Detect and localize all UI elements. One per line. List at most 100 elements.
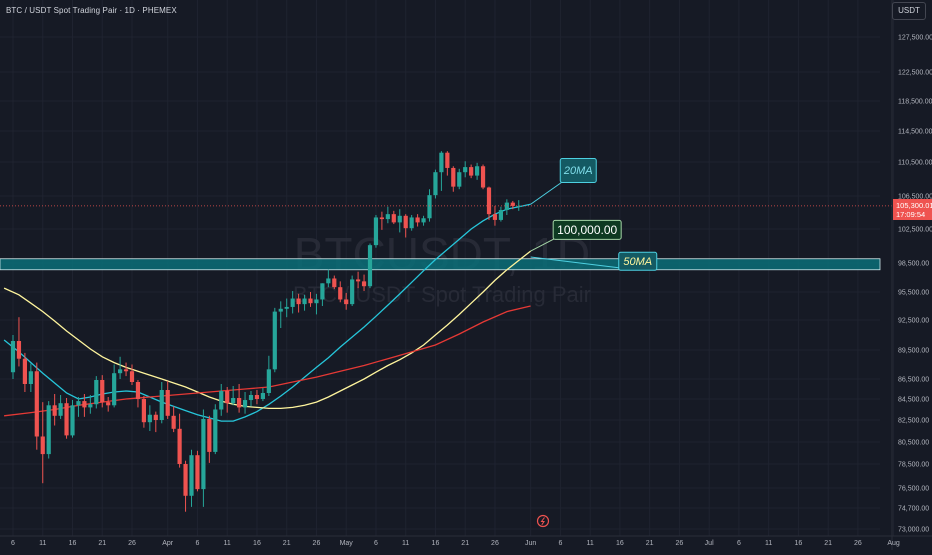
candle-body [480, 166, 486, 188]
candle-down [486, 186, 492, 220]
candle-body [153, 414, 158, 420]
candle-down [16, 317, 22, 367]
candle-body [314, 299, 319, 304]
candle-body [266, 369, 271, 393]
candle-up [433, 169, 438, 199]
candle-down [344, 292, 349, 310]
candle-body [427, 195, 432, 219]
candle-down [82, 394, 87, 417]
candle-down [403, 214, 408, 238]
candle-body [284, 306, 289, 309]
candle-body [254, 395, 260, 399]
candle-body [46, 405, 51, 455]
candle-body [165, 390, 170, 416]
price-tick-label: 122,500.00 [898, 70, 932, 77]
annotation-ma50: 50MA [530, 251, 658, 271]
price-tick-label: 102,500.00 [898, 227, 932, 234]
candle-down [171, 406, 176, 433]
candle-body [10, 341, 16, 373]
candle-up [284, 298, 289, 318]
candle-down [22, 352, 27, 392]
price-axis[interactable]: 127,500.00 122,500.00 118,500.00 114,500.00… [891, 0, 932, 550]
candle-body [195, 455, 200, 490]
candle-body [34, 371, 39, 437]
time-tick-label: 11 [224, 540, 231, 547]
candle-up [58, 395, 63, 419]
candle-body [296, 298, 301, 305]
candle-body [373, 217, 379, 246]
time-tick-label: 16 [432, 540, 440, 547]
candle-body [415, 217, 420, 223]
candle-up [498, 206, 503, 222]
annotation-pointer [530, 180, 565, 205]
time-tick-label: 26 [491, 540, 499, 547]
candle-body [100, 380, 105, 403]
candle-body [135, 382, 141, 399]
price-badge: 105,300.01 17:09:54 [893, 199, 932, 220]
candle-down [254, 390, 260, 405]
ma50-line [3, 250, 532, 410]
time-tick-label: 6 [374, 540, 378, 547]
candle-body [64, 403, 69, 436]
price-tick-label: 76,500.00 [898, 486, 929, 493]
time-tick-label: 26 [313, 540, 321, 547]
candle-up [385, 206, 390, 224]
candle-up [427, 189, 432, 222]
annotations: 20MA 100,000.00 50MA [530, 158, 658, 271]
candle-up [272, 307, 277, 373]
candle-body [58, 403, 63, 416]
price-tick-label: 80,500.00 [898, 440, 929, 447]
candle-down [135, 380, 141, 408]
candle-down [153, 411, 158, 433]
price-tick-label: 114,500.00 [898, 129, 932, 136]
candle-up [516, 200, 521, 211]
currency-button[interactable]: USDT [892, 2, 926, 20]
candle-down [480, 164, 486, 190]
time-tick-label: Aug [887, 540, 900, 547]
price-badge-countdown: 17:09:54 [896, 210, 925, 219]
time-tick-label: 6 [195, 540, 199, 547]
candle-down [308, 292, 313, 307]
annotation-box [559, 158, 597, 183]
candle-up [260, 388, 265, 402]
candle-body [403, 215, 408, 229]
candle-body [147, 414, 152, 423]
candle-down [207, 415, 212, 463]
time-tick-label: 16 [253, 540, 261, 547]
time-tick-label: 21 [283, 540, 291, 547]
price-tick-label: 74,700.00 [898, 506, 929, 513]
news-icon[interactable] [536, 514, 550, 528]
candle-body [504, 202, 509, 211]
candle-up [88, 395, 93, 414]
candle-body [421, 218, 426, 223]
candle-down [40, 402, 45, 484]
candle-body [367, 245, 373, 287]
time-tick-label: Jul [705, 540, 714, 547]
time-axis[interactable]: 6 11 16 21 26 Apr 6 11 16 21 26 May 6 11 16 21 26 Jun 6 11 1… [0, 535, 932, 547]
candle-up [201, 409, 206, 507]
time-tick-label: 21 [646, 540, 654, 547]
candle-up [159, 382, 164, 424]
price-tick-label: 84,500.00 [898, 397, 929, 404]
candle-up [189, 449, 194, 507]
annotation-box [552, 219, 622, 240]
candle-down [123, 362, 129, 377]
candle-body [332, 278, 337, 288]
candle-body [88, 404, 93, 408]
candle-up [314, 293, 319, 315]
candle-down [415, 214, 420, 227]
candle-down [445, 151, 450, 176]
candle-body [171, 415, 176, 429]
price-tick-label: 73,000.00 [898, 527, 929, 534]
candle-down [52, 394, 57, 426]
candle-up [290, 291, 295, 314]
zone-rect [0, 258, 881, 271]
time-tick-label: 6 [558, 540, 562, 547]
candle-down [165, 381, 170, 419]
candle-body [272, 311, 277, 370]
candle-down [361, 274, 367, 292]
candle-down [469, 164, 474, 179]
candle-up [504, 199, 509, 215]
